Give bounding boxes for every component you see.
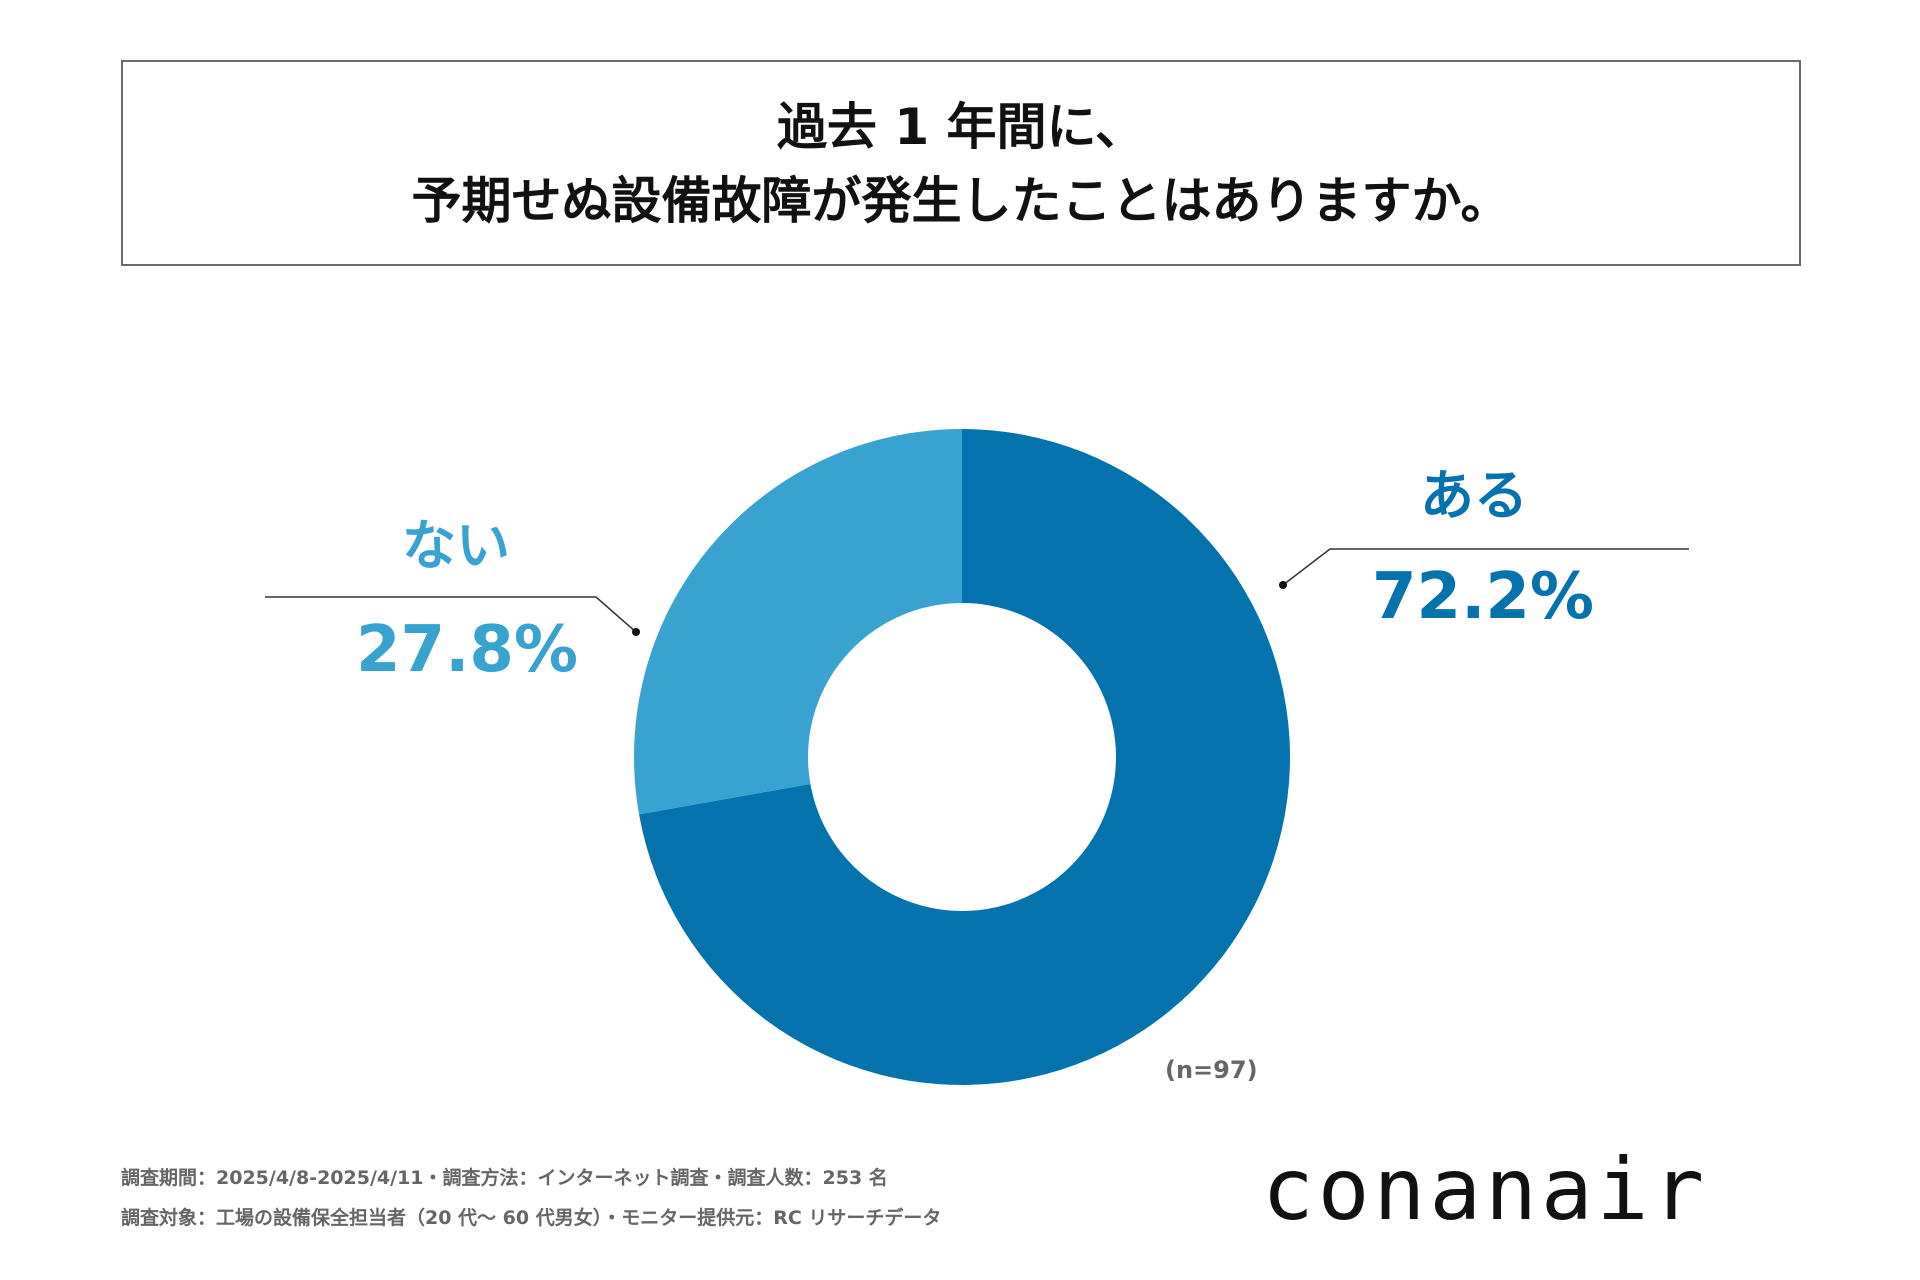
leader-line-aru: [1279, 548, 1689, 589]
donut-slices: [634, 429, 1290, 1086]
value-label-aru: 72.2%: [1372, 560, 1595, 634]
footnote-survey-target: 調査対象：工場の設備保全担当者（20 代～ 60 代男女）・モニター提供元：RC…: [121, 1207, 942, 1229]
category-label-aru: ある: [1420, 464, 1528, 527]
chart-title-line-2: 予期せぬ設備故障が発生したことはありますか。: [411, 172, 1511, 230]
value-label-nai: 27.8%: [356, 613, 579, 687]
donut-slice-1: [634, 429, 962, 815]
brand-logo: conanair: [1262, 1140, 1709, 1240]
category-label-nai: ない: [402, 514, 510, 577]
chart-title-line-1: 過去 1 年間に、: [776, 98, 1146, 156]
donut-slice-0: [639, 429, 1290, 1086]
sample-size-label: (n=97): [1165, 1056, 1258, 1084]
title-box: 過去 1 年間に、 予期せぬ設備故障が発生したことはありますか。: [121, 60, 1801, 266]
footnote-survey-period: 調査期間：2025/4/8-2025/4/11・調査方法：インターネット調査・調…: [121, 1167, 888, 1189]
leader-line-nai: [265, 596, 640, 636]
